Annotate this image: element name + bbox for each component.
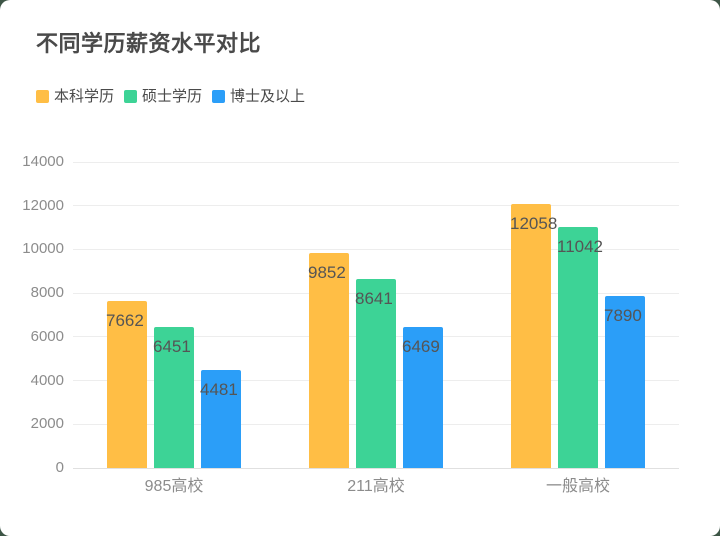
bar (558, 226, 598, 468)
bar (154, 326, 194, 468)
bar (605, 295, 645, 468)
y-axis-tick-label: 0 (55, 459, 64, 476)
y-axis-tick-label: 6000 (30, 327, 64, 345)
bar (511, 204, 551, 468)
x-axis-category-label: 985高校 (144, 478, 204, 495)
legend-swatch-phd-icon (212, 90, 226, 103)
bar (403, 326, 443, 468)
y-axis-tick-label: 14000 (22, 153, 64, 170)
y-axis-tick-label: 8000 (30, 284, 64, 302)
bar-value-label: 4481 (200, 380, 238, 400)
bar-value-label: 6469 (402, 336, 440, 356)
legend-swatch-bachelor-icon (36, 90, 49, 103)
bar-value-label: 6451 (153, 336, 191, 356)
y-axis-tick-label: 2000 (30, 415, 64, 433)
bar (107, 300, 147, 468)
y-axis-tick-label: 4000 (30, 371, 64, 389)
y-axis-tick-label: 10000 (22, 240, 64, 258)
legend-item-bachelor[interactable]: 本科学历 (36, 89, 114, 104)
x-axis-category-label: 211高校 (347, 478, 405, 495)
bar-value-label: 12058 (510, 214, 558, 234)
bar-value-label: 7890 (604, 305, 642, 325)
bar-value-label: 7662 (106, 310, 144, 330)
bar (309, 252, 349, 468)
bar-value-label: 9852 (308, 262, 346, 282)
gridline (73, 205, 679, 207)
y-axis-tick-label: 12000 (22, 196, 64, 214)
bar-value-label: 11042 (557, 236, 604, 256)
legend-swatch-master-icon (124, 90, 138, 103)
x-axis-category-label: 一般高校 (545, 478, 610, 495)
x-axis-line (73, 467, 679, 469)
chart-legend: 本科学历 硕士学历 博士及以上 (36, 89, 305, 104)
legend-label-master: 硕士学历 (142, 88, 203, 105)
legend-item-phd[interactable]: 博士及以上 (212, 89, 305, 104)
legend-label-phd: 博士及以上 (230, 88, 306, 105)
bar-value-label: 8641 (355, 289, 393, 309)
gridline (73, 248, 679, 250)
bar (356, 279, 396, 468)
gridline (73, 161, 679, 163)
chart-title: 不同学历薪资水平对比 (36, 31, 262, 56)
bar (201, 370, 241, 468)
legend-label-bachelor: 本科学历 (54, 88, 115, 105)
legend-item-master[interactable]: 硕士学历 (124, 89, 202, 104)
